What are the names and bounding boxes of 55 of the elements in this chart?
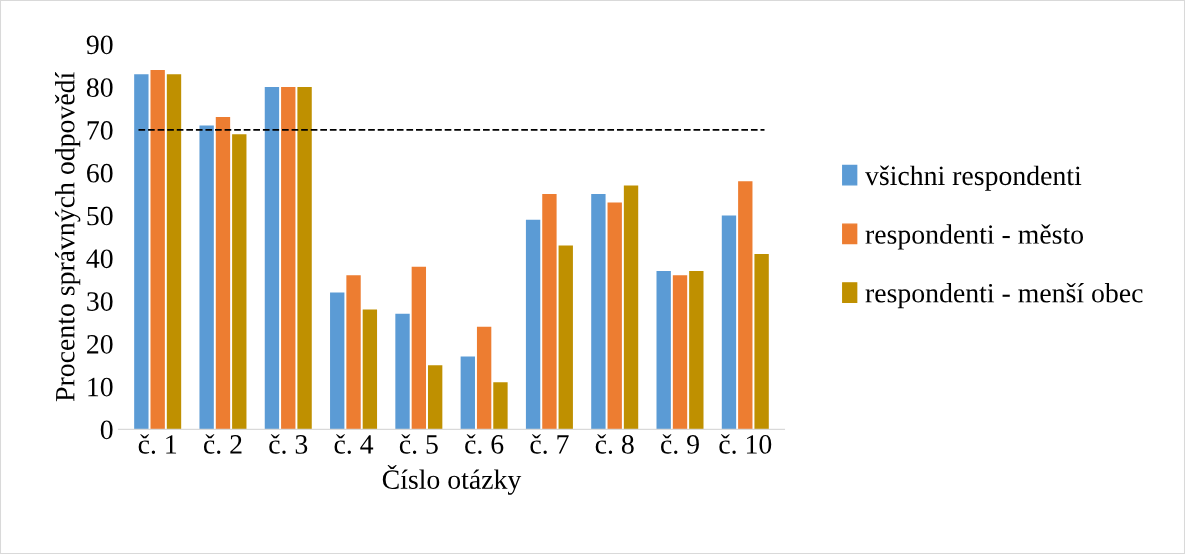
bar [330,292,345,430]
bar [215,117,231,430]
x-tick-label: č. 9 [661,434,699,454]
bar [346,275,361,430]
x-axis-title: Číslo otázky [382,464,522,495]
y-tick-label: 60 [87,163,113,183]
bar [738,181,753,430]
y-tick-label: 80 [86,78,113,98]
x-tick-label: č. 2 [203,434,242,454]
y-axis-title: Procento správných odpovědí [54,72,81,402]
bar [558,245,573,430]
bar [656,271,671,430]
x-tick-label: č. 1 [138,434,177,454]
x-tick-label: č. 5 [399,434,438,454]
y-tick-label: 30 [87,292,113,311]
bar [493,382,508,430]
x-tick-label: č. 6 [465,434,504,454]
x-tick-label: č. 10 [719,434,772,454]
y-tick-label: 50 [87,206,113,226]
x-tick-label: č. 7 [530,434,569,454]
bar [476,326,492,430]
bar [427,365,443,430]
y-tick-label: 0 [100,420,113,440]
bar [264,87,280,430]
bar [623,185,639,430]
bar [362,309,378,430]
bar [232,134,247,430]
y-tick-label: 90 [86,35,113,55]
bar [754,253,769,430]
bar [460,356,475,430]
x-tick-label: č. 3 [269,434,308,454]
bar [591,194,606,430]
bar [721,215,737,430]
bar [297,87,312,430]
legend-label: respondenti - menší obec [865,282,1143,309]
bar [150,69,165,430]
bar [134,74,149,430]
bar [395,313,410,430]
bar [199,125,214,430]
x-tick-label: č. 4 [334,434,374,454]
y-tick-label: 20 [87,334,113,354]
bar [542,194,557,430]
bar [411,266,427,430]
bar [607,202,622,430]
bar [166,74,182,430]
legend-label: všichni respondenti [864,165,1082,191]
legend-label: respondenti - město [865,224,1084,250]
y-tick-label: 70 [87,121,113,140]
x-tick-label: č. 8 [595,434,634,454]
bar [689,271,704,430]
bar [281,87,296,430]
y-tick-label: 10 [88,377,113,397]
bar [525,219,541,430]
bar [672,275,688,430]
y-tick-label: 40 [86,249,113,269]
